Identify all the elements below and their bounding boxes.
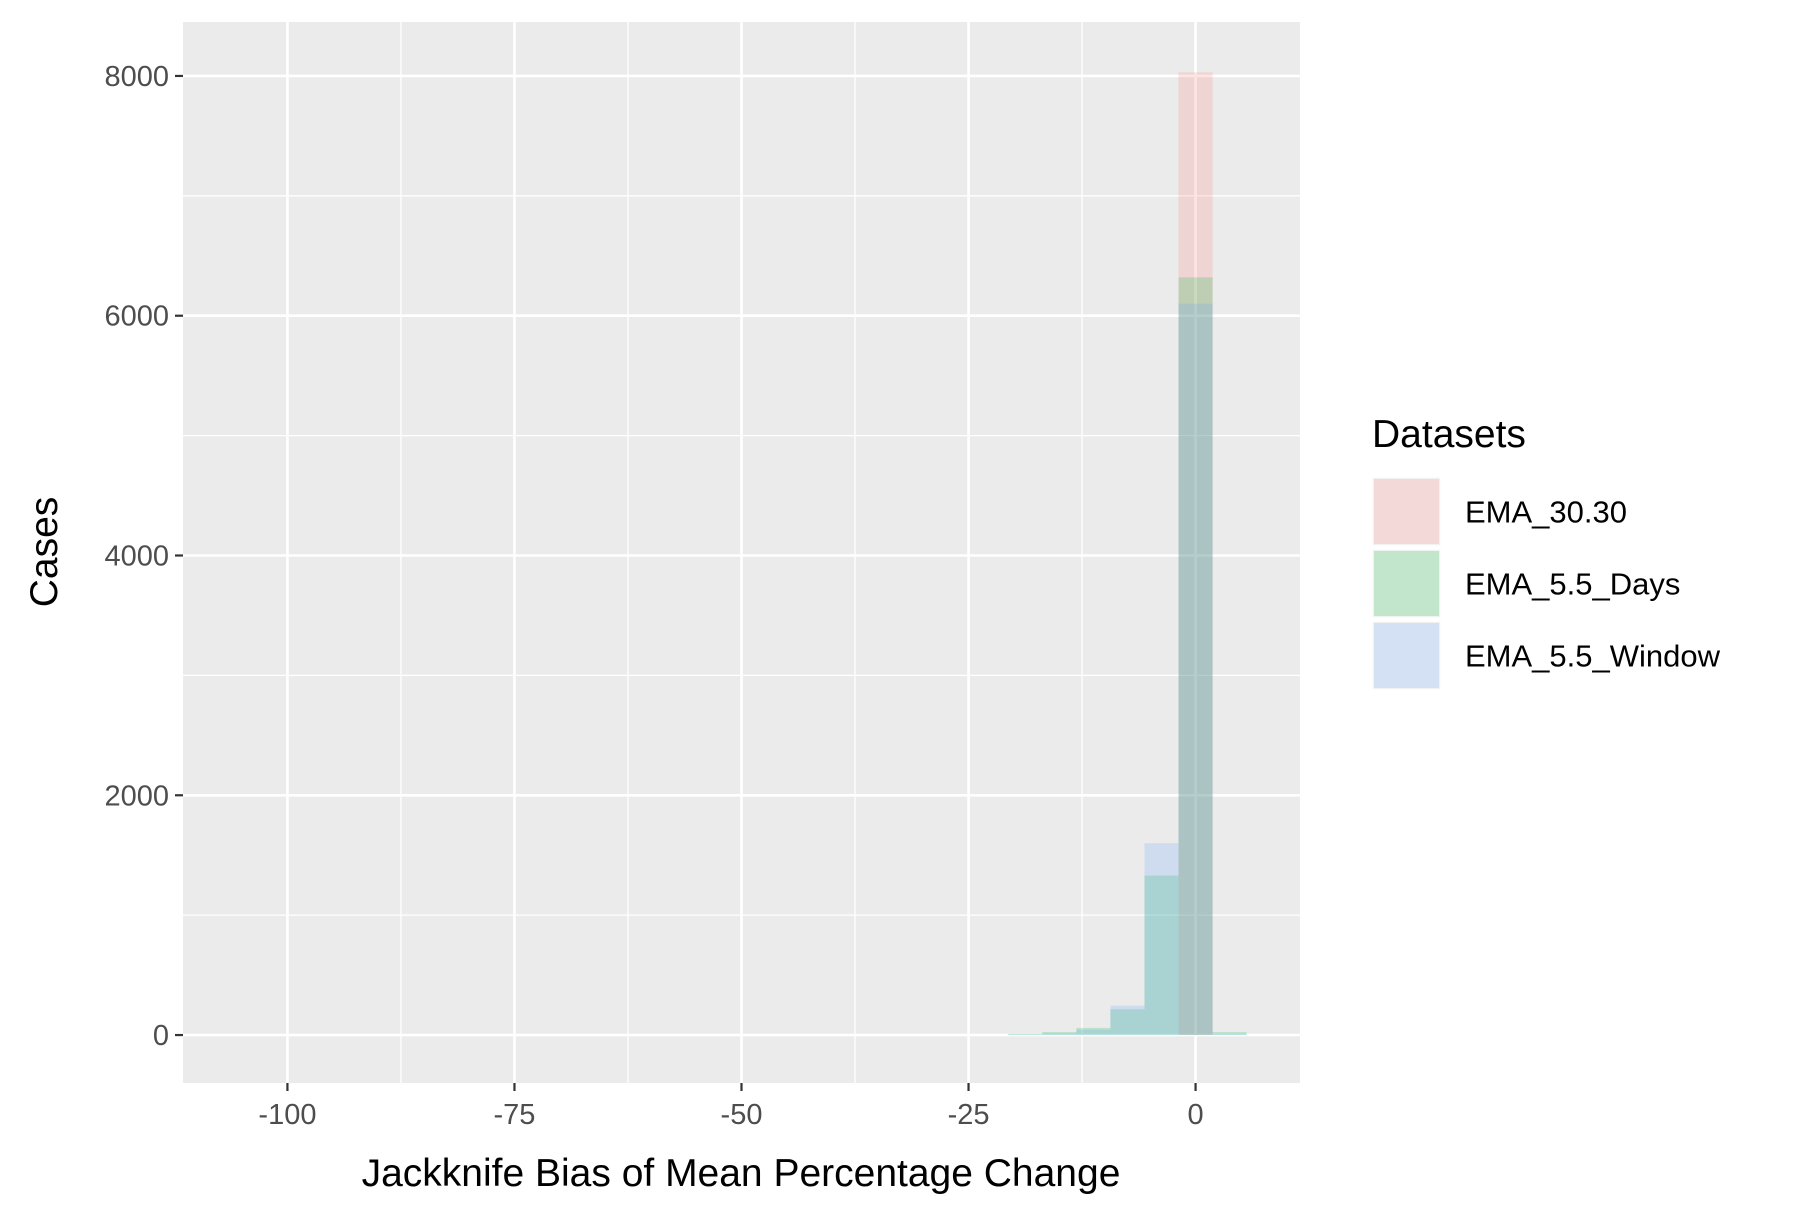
- x-tick-label: 0: [1187, 1099, 1203, 1131]
- y-tick-label: 2000: [104, 780, 169, 812]
- histogram-bar: [1110, 1005, 1145, 1036]
- x-tick-label: -25: [948, 1099, 990, 1131]
- major-gridlines: [183, 22, 1300, 1083]
- legend-key-swatch: [1374, 551, 1439, 616]
- histogram-bar: [1076, 1027, 1111, 1036]
- legend-title: Datasets: [1372, 413, 1526, 456]
- histogram-bar: [1008, 1033, 1043, 1036]
- histogram-bar: [1110, 1009, 1145, 1036]
- legend-key-swatch: [1374, 479, 1439, 544]
- legend-key-background: [1371, 620, 1442, 691]
- histogram-bar: [1076, 1029, 1111, 1036]
- histogram-bars: [1008, 72, 1247, 1036]
- y-tick-label: 0: [153, 1020, 169, 1052]
- histogram-bar: [1212, 1032, 1247, 1036]
- y-tick-label: 8000: [104, 61, 169, 93]
- y-axis-title: Cases: [23, 497, 66, 608]
- y-tick-label: 4000: [104, 540, 169, 572]
- histogram-bar: [1008, 1034, 1043, 1036]
- legend-key-background: [1371, 476, 1442, 547]
- histogram-bar: [1212, 1033, 1247, 1036]
- legend-items: EMA_30.30 EMA_5.5_Days EMA_5.5_Window: [1371, 476, 1721, 691]
- histogram-bar: [1178, 303, 1213, 1036]
- legend-label: EMA_5.5_Days: [1465, 567, 1680, 602]
- y-tick-label: 6000: [104, 301, 169, 333]
- x-tick-label: -50: [721, 1099, 763, 1131]
- histogram-bar: [1178, 277, 1213, 1036]
- x-axis-title: Jackknife Bias of Mean Percentage Change: [362, 1152, 1121, 1195]
- histogram-bar: [1042, 1033, 1077, 1036]
- histogram-bar: [1144, 843, 1179, 1036]
- x-tick-label: -75: [494, 1099, 536, 1131]
- legend-label: EMA_30.30: [1465, 495, 1627, 530]
- x-tick-label: -100: [258, 1099, 316, 1131]
- histogram-bar: [1042, 1032, 1077, 1036]
- histogram-bar: [1144, 875, 1179, 1036]
- legend-key-swatch: [1374, 623, 1439, 688]
- x-axis: -100 -75 -50 -25 0: [258, 1083, 1204, 1131]
- legend-key-background: [1371, 548, 1442, 619]
- legend-label: EMA_5.5_Window: [1465, 639, 1721, 674]
- legend: Datasets EMA_30.30 EMA_5.5_Days EMA_5.5_Wi…: [1371, 413, 1721, 691]
- y-axis: 0 2000 4000 6000 8000: [104, 61, 183, 1052]
- histogram-bar: [1178, 72, 1213, 1036]
